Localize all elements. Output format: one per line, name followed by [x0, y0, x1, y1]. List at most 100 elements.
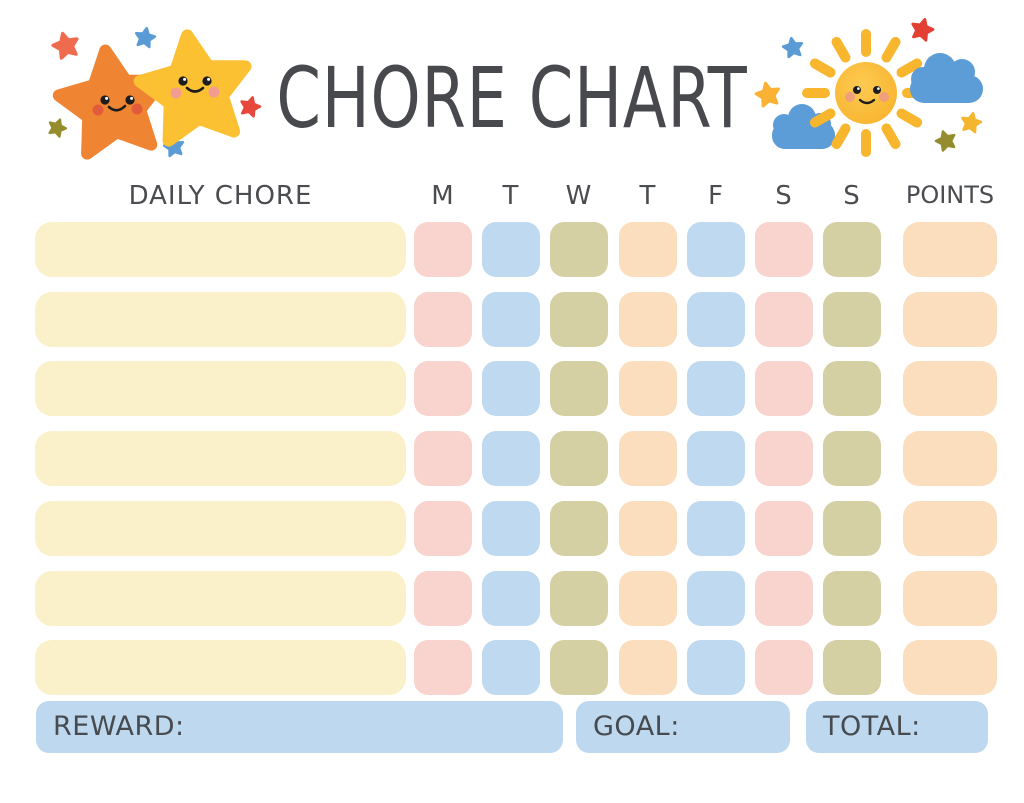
chore-row-3	[0, 361, 1024, 416]
goal-field[interactable]: GOAL:	[576, 701, 790, 753]
day-cell-tue[interactable]	[482, 571, 540, 626]
chore-name-field[interactable]	[35, 571, 406, 626]
day-header-sat: S	[775, 181, 793, 211]
day-cell-fri[interactable]	[687, 222, 745, 277]
chore-name-field[interactable]	[35, 431, 406, 486]
day-cell-sat[interactable]	[755, 222, 813, 277]
mini-star-icon	[782, 37, 804, 58]
day-header-wed: W	[565, 181, 593, 211]
day-cell-sun[interactable]	[823, 222, 881, 277]
day-cell-fri[interactable]	[687, 501, 745, 556]
day-cell-mon[interactable]	[414, 222, 472, 277]
chore-row-7	[0, 640, 1024, 695]
day-header-tue: T	[502, 181, 520, 211]
day-cell-thu[interactable]	[619, 431, 677, 486]
day-header-mon: M	[431, 181, 455, 211]
day-cell-wed[interactable]	[550, 501, 608, 556]
reward-field[interactable]: REWARD:	[36, 701, 563, 753]
day-cell-wed[interactable]	[550, 431, 608, 486]
chore-row-4	[0, 431, 1024, 486]
day-cell-tue[interactable]	[482, 361, 540, 416]
mini-star-icon	[934, 129, 958, 152]
page-title: CHORE CHART	[276, 49, 748, 147]
day-cell-thu[interactable]	[619, 361, 677, 416]
mini-star-icon	[134, 27, 156, 48]
points-cell[interactable]	[903, 571, 997, 626]
chore-row-6	[0, 571, 1024, 626]
chore-row-2	[0, 292, 1024, 347]
chore-name-field[interactable]	[35, 501, 406, 556]
day-cell-wed[interactable]	[550, 361, 608, 416]
points-cell[interactable]	[903, 640, 997, 695]
day-cell-wed[interactable]	[550, 640, 608, 695]
day-header-thu: T	[639, 181, 657, 211]
day-cell-thu[interactable]	[619, 640, 677, 695]
day-cell-fri[interactable]	[687, 431, 745, 486]
day-cell-wed[interactable]	[550, 571, 608, 626]
day-cell-tue[interactable]	[482, 640, 540, 695]
goal-label: GOAL:	[593, 711, 680, 742]
mini-star-icon	[51, 30, 81, 59]
day-cell-sun[interactable]	[823, 361, 881, 416]
points-cell[interactable]	[903, 222, 997, 277]
day-cell-mon[interactable]	[414, 361, 472, 416]
day-cell-wed[interactable]	[550, 222, 608, 277]
day-cell-sun[interactable]	[823, 431, 881, 486]
day-cell-tue[interactable]	[482, 501, 540, 556]
day-cell-sun[interactable]	[823, 571, 881, 626]
day-cell-thu[interactable]	[619, 501, 677, 556]
cloud-icon	[910, 53, 983, 103]
day-cell-mon[interactable]	[414, 431, 472, 486]
yellow-star-icon	[134, 28, 254, 143]
points-cell[interactable]	[903, 361, 997, 416]
chore-row-5	[0, 501, 1024, 556]
chore-name-field[interactable]	[35, 292, 406, 347]
reward-label: REWARD:	[53, 711, 185, 742]
mini-star-icon	[46, 117, 68, 138]
day-cell-fri[interactable]	[687, 292, 745, 347]
chore-name-field[interactable]	[35, 222, 406, 277]
day-cell-thu[interactable]	[619, 222, 677, 277]
day-cell-sun[interactable]	[823, 501, 881, 556]
day-header-fri: F	[708, 181, 724, 211]
sun-clouds-decoration	[740, 15, 1010, 157]
day-cell-fri[interactable]	[687, 640, 745, 695]
day-cell-mon[interactable]	[414, 640, 472, 695]
day-header-sun: S	[843, 181, 861, 211]
day-cell-sun[interactable]	[823, 292, 881, 347]
day-cell-tue[interactable]	[482, 292, 540, 347]
day-cell-wed[interactable]	[550, 292, 608, 347]
day-cell-mon[interactable]	[414, 501, 472, 556]
orange-star-icon	[54, 43, 171, 156]
day-cell-sat[interactable]	[755, 571, 813, 626]
chore-row-1	[0, 222, 1024, 277]
points-cell[interactable]	[903, 501, 997, 556]
day-cell-fri[interactable]	[687, 571, 745, 626]
day-cell-thu[interactable]	[619, 571, 677, 626]
mini-star-icon	[960, 111, 982, 133]
day-cell-sat[interactable]	[755, 640, 813, 695]
day-cell-tue[interactable]	[482, 222, 540, 277]
total-field[interactable]: TOTAL:	[806, 701, 988, 753]
day-cell-fri[interactable]	[687, 361, 745, 416]
mini-star-icon	[910, 17, 935, 42]
day-cell-tue[interactable]	[482, 431, 540, 486]
daily-chore-header: DAILY CHORE	[128, 181, 313, 211]
points-cell[interactable]	[903, 292, 997, 347]
total-label: TOTAL:	[823, 711, 921, 742]
chore-name-field[interactable]	[35, 640, 406, 695]
day-cell-sat[interactable]	[755, 431, 813, 486]
day-cell-sat[interactable]	[755, 292, 813, 347]
day-cell-sat[interactable]	[755, 501, 813, 556]
chore-name-field[interactable]	[35, 361, 406, 416]
points-cell[interactable]	[903, 431, 997, 486]
day-cell-mon[interactable]	[414, 571, 472, 626]
day-cell-sun[interactable]	[823, 640, 881, 695]
day-cell-mon[interactable]	[414, 292, 472, 347]
points-header: POINTS	[905, 181, 995, 209]
sun-icon	[802, 29, 930, 157]
stars-decoration	[33, 16, 268, 168]
day-cell-thu[interactable]	[619, 292, 677, 347]
day-cell-sat[interactable]	[755, 361, 813, 416]
